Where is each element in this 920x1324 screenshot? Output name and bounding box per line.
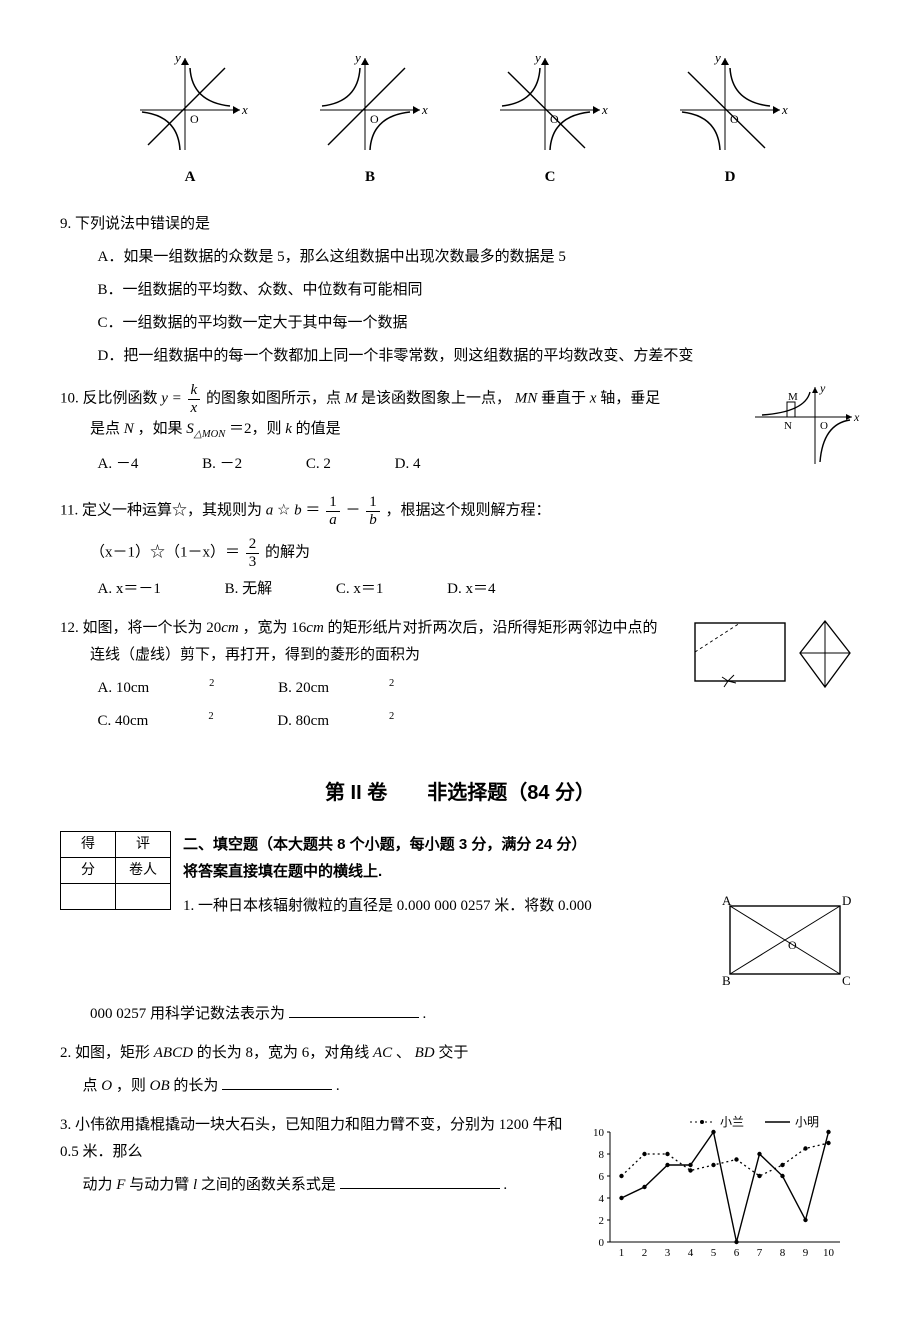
f1-a: 一种日本核辐射微粒的直径是 0.000 000 0257 米．将数 0.000 [198,898,592,914]
q12-num: 12. [60,620,79,636]
svg-text:6: 6 [599,1171,605,1183]
q10-opt-A: A. －4 [98,451,139,478]
q11-options: A. x＝－1 B. 无解 C. x＝1 D. x＝4 [98,576,861,603]
svg-text:4: 4 [599,1193,605,1205]
svg-text:B: B [722,973,731,988]
fill-3: 024681012345678910小兰小明 3. 小伟欲用撬棍撬动一块大石头，… [60,1112,860,1272]
svg-text:10: 10 [593,1127,605,1139]
q10-stem-b: 的图象如图所示，点 [206,390,345,406]
svg-text:x: x [601,102,608,117]
q10-figure: x y O M N [750,382,860,482]
q10-num: 10. [60,390,79,406]
question-10: x y O M N 10. 反比例函数 y = kx 的图象如图所示，点 M 是… [60,382,860,482]
question-9: 9. 下列说法中错误的是 A．如果一组数据的众数是 5，那么这组数据中出现次数最… [60,211,860,370]
f1-num: 1. [183,898,194,914]
svg-text:1: 1 [619,1247,625,1259]
graph-D: x y O D [670,50,790,191]
f1-blank[interactable] [289,1002,419,1019]
question-11: 11. 定义一种运算☆，其规则为 a ☆ b ＝ 1a － 1b ，根据这个规则… [60,494,860,603]
svg-text:y: y [173,50,181,65]
f3-chart: 024681012345678910小兰小明 [580,1112,860,1272]
svg-text:0: 0 [599,1237,605,1249]
svg-text:2: 2 [642,1247,648,1259]
svg-text:8: 8 [599,1149,605,1161]
q11-opt-A: A. x＝－1 [98,576,161,603]
svg-text:8: 8 [780,1247,786,1259]
graph-B-label: B [310,164,430,191]
f1-b: 000 0257 用科学记数法表示为 [90,1006,285,1022]
q8-graph-row: x y O A x y O B [60,50,860,191]
q11-opt-C: C. x＝1 [336,576,384,603]
q12-opt-A: A. 10cm2 [98,675,215,702]
svg-text:2: 2 [599,1215,605,1227]
fill-2: 2. 如图，矩形 ABCD 的长为 8，宽为 6，对角线 AC 、 BD 交于 … [60,1040,860,1100]
fill-head-b: 将答案直接填在题中的横线上. [68,858,861,885]
fill-rect-figure: A D B C O [710,891,860,1001]
svg-text:5: 5 [711,1247,717,1259]
svg-text:N: N [784,420,792,432]
svg-text:x: x [853,410,860,424]
svg-text:y: y [819,382,826,395]
q9-num: 9. [60,216,71,232]
question-12: 12. 如图，将一个长为 20cm ，宽为 16cm 的矩形纸片对折两次后，沿所… [60,615,860,735]
svg-text:y: y [533,50,541,65]
f3-num: 3. [60,1117,71,1133]
svg-text:小明: 小明 [795,1115,819,1129]
q12-figure [690,615,860,705]
q9-opt-C: C．一组数据的平均数一定大于其中每一个数据 [98,310,861,337]
graph-C: x y O C [490,50,610,191]
svg-text:6: 6 [734,1247,740,1259]
svg-text:3: 3 [665,1247,671,1259]
svg-text:10: 10 [823,1247,835,1259]
graph-A: x y O A [130,50,250,191]
svg-text:O: O [370,112,379,126]
svg-text:O: O [820,420,828,432]
q9-stem: 下列说法中错误的是 [75,216,210,232]
q11-opt-B: B. 无解 [225,576,273,603]
q10-opt-D: D. 4 [395,451,421,478]
q10-opt-B: B. －2 [202,451,242,478]
q11-num: 11. [60,502,78,518]
svg-text:D: D [842,893,851,908]
q10-stem-a: 反比例函数 [83,390,162,406]
svg-text:C: C [842,973,851,988]
graph-D-label: D [670,164,790,191]
svg-text:4: 4 [688,1247,694,1259]
graph-A-label: A [130,164,250,191]
svg-text:7: 7 [757,1247,763,1259]
score-box: 得 评 分 卷人 [60,831,171,910]
q10-opt-C: C. 2 [306,451,331,478]
q9-opt-A: A．如果一组数据的众数是 5，那么这组数据中出现次数最多的数据是 5 [98,244,861,271]
svg-text:O: O [788,938,797,952]
graph-C-label: C [490,164,610,191]
q9-opt-D: D．把一组数据中的每一个数都加上同一个非零常数，则这组数据的平均数改变、方差不变 [98,343,861,370]
f3-blank[interactable] [340,1173,500,1190]
graph-B: x y O B [310,50,430,191]
fill-section-header: 得 评 分 卷人 二、填空题（本大题共 8 个小题，每小题 3 分，满分 24 … [60,831,860,1001]
q12-opt-B: B. 20cm2 [278,675,394,702]
q10-yeq: y = [161,390,182,406]
f2-blank[interactable] [222,1074,332,1091]
svg-text:M: M [788,391,798,403]
svg-text:y: y [713,50,721,65]
svg-text:x: x [421,102,428,117]
svg-text:A: A [722,893,732,908]
fill-head-a: 二、填空题（本大题共 8 个小题，每小题 3 分，满分 24 分） [60,831,860,858]
svg-text:9: 9 [803,1247,809,1259]
svg-text:x: x [241,102,248,117]
f2-num: 2. [60,1045,71,1061]
q11-opt-D: D. x＝4 [447,576,495,603]
svg-text:y: y [353,50,361,65]
section-2-title: 第 II 卷 非选择题（84 分） [60,775,860,811]
q9-opt-B: B．一组数据的平均数、众数、中位数有可能相同 [98,277,861,304]
q10-options: A. －4 B. －2 C. 2 D. 4 [98,451,861,478]
svg-text:x: x [781,102,788,117]
svg-text:小兰: 小兰 [720,1115,744,1129]
svg-text:O: O [190,112,199,126]
q12-opt-C: C. 40cm2 [98,708,214,735]
q12-opt-D: D. 80cm2 [277,708,394,735]
